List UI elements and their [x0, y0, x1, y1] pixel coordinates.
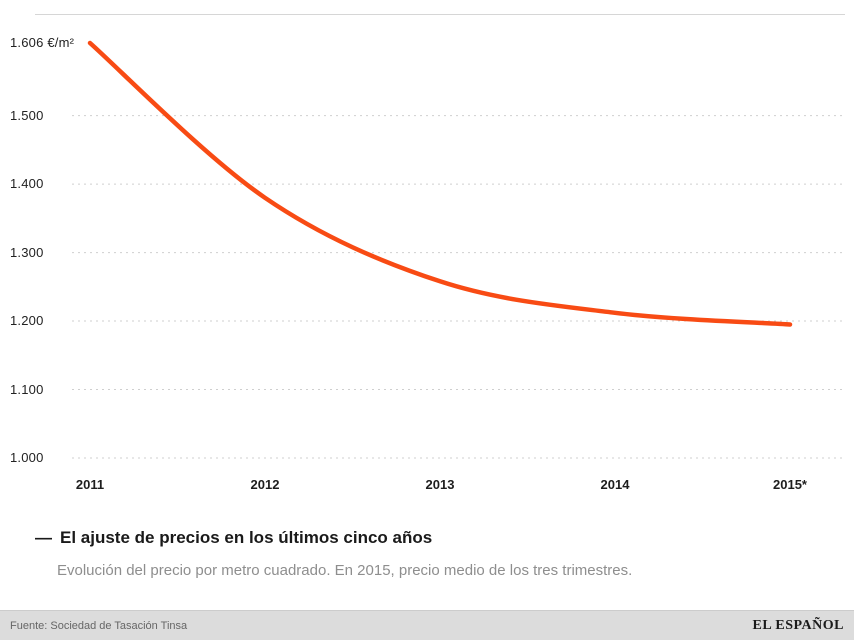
price-line-chart: 1.606 €/m² 1.500 1.400 1.300 1.200 1.100…	[10, 35, 846, 492]
y-axis-tick-label: 1.400	[10, 176, 44, 191]
x-axis-tick-label: 2011	[75, 477, 105, 492]
chart-subtitle: Evolución del precio por metro cuadrado.…	[57, 562, 633, 579]
y-axis-tick-label: 1.100	[10, 382, 44, 397]
y-axis-tick-label: 1.200	[10, 313, 44, 328]
y-axis-tick-label: 1.500	[10, 108, 44, 123]
y-axis-tick-label: 1.300	[10, 245, 44, 260]
title-dash: —	[35, 528, 52, 547]
y-axis-max-label: 1.606 €/m²	[10, 35, 75, 50]
y-axis-tick-label: 1.000	[10, 450, 44, 465]
source-credit: Fuente: Sociedad de Tasación Tinsa	[10, 619, 188, 632]
top-divider	[35, 14, 845, 15]
chart-title-text: El ajuste de precios en los últimos cinc…	[60, 528, 433, 547]
x-axis-tick-label: 2015*	[773, 477, 807, 492]
line-chart-canvas	[72, 40, 846, 459]
publisher-logo: EL ESPAÑOL	[752, 617, 844, 633]
x-axis-tick-label: 2012	[250, 477, 280, 492]
price-series-line	[87, 40, 793, 327]
chart-title: — El ajuste de precios en los últimos cin…	[35, 528, 834, 548]
x-axis-tick-label: 2013	[425, 477, 455, 492]
footer-bar: Fuente: Sociedad de Tasación Tinsa EL ES…	[0, 610, 854, 640]
x-axis-tick-label: 2014	[600, 477, 630, 492]
chart-caption: — El ajuste de precios en los últimos cin…	[35, 528, 834, 579]
